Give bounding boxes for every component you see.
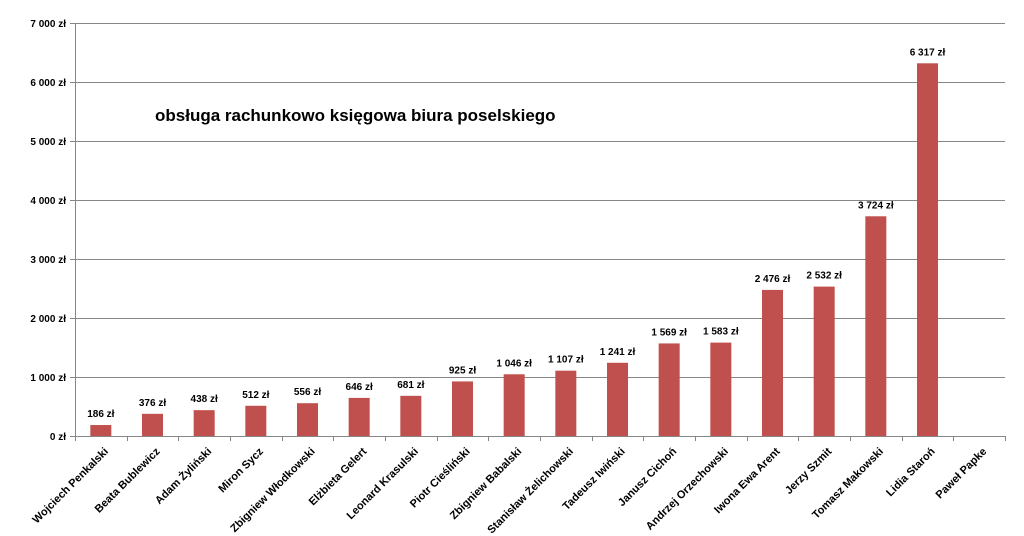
bars bbox=[90, 63, 938, 437]
data-label: 556 zł bbox=[294, 387, 321, 398]
y-tick-label: 4 000 zł bbox=[30, 196, 66, 207]
bar bbox=[865, 216, 887, 436]
bar bbox=[452, 381, 473, 436]
bar bbox=[245, 405, 267, 436]
bar bbox=[658, 343, 680, 436]
bar bbox=[503, 374, 525, 436]
bar bbox=[193, 410, 215, 436]
bar bbox=[348, 397, 370, 436]
data-label: 438 zł bbox=[191, 394, 218, 405]
data-label: 1 241 zł bbox=[600, 347, 636, 358]
data-label: 1 107 zł bbox=[548, 355, 584, 366]
y-tick-label: 0 zł bbox=[50, 432, 66, 443]
x-category-label: Zbigniew Włodkowski bbox=[228, 446, 317, 535]
bar bbox=[400, 395, 422, 436]
gridlines bbox=[75, 23, 1005, 378]
x-category-label: Lidia Staroń bbox=[884, 445, 938, 499]
bar bbox=[607, 362, 628, 436]
data-label: 1 569 zł bbox=[651, 327, 687, 338]
y-tick-label: 5 000 zł bbox=[30, 137, 66, 148]
y-tick-label: 6 000 zł bbox=[30, 78, 66, 89]
data-label: 1 046 zł bbox=[496, 358, 532, 369]
bar bbox=[917, 63, 938, 437]
data-label: 2 476 zł bbox=[755, 274, 791, 285]
y-tick-label: 7 000 zł bbox=[30, 19, 66, 30]
data-label: 1 583 zł bbox=[703, 327, 739, 338]
x-category-label: Miron Sycz bbox=[216, 445, 266, 495]
bar bbox=[142, 413, 163, 436]
bar bbox=[710, 342, 732, 436]
bar bbox=[297, 403, 318, 436]
axes bbox=[70, 23, 1006, 441]
y-tick-label: 3 000 zł bbox=[30, 255, 66, 266]
x-category-label: Jerzy Szmit bbox=[783, 445, 835, 497]
data-label: 3 724 zł bbox=[858, 200, 894, 211]
x-category-label: Paweł Papke bbox=[934, 446, 990, 502]
chart-title: obsługa rachunkowo księgowa biura posels… bbox=[155, 106, 556, 125]
x-category-label: Stanisław Żelichowski bbox=[485, 445, 576, 536]
data-label: 6 317 zł bbox=[910, 47, 946, 58]
data-labels: 186 zł 376 zł 438 zł 512 zł 556 zł 646 zł 681 … bbox=[87, 47, 945, 420]
bar bbox=[762, 289, 783, 436]
data-label: 646 zł bbox=[346, 382, 373, 393]
data-label: 681 zł bbox=[397, 380, 424, 391]
bar bbox=[90, 425, 112, 436]
data-label: 186 zł bbox=[87, 409, 114, 420]
y-tick-label: 1 000 zł bbox=[30, 373, 66, 384]
y-axis-tick-labels: 0 zł 1 000 zł 2 000 zł 3 000 zł 4 000 zł 5 00… bbox=[30, 19, 66, 443]
bar bbox=[813, 286, 835, 436]
data-label: 376 zł bbox=[139, 398, 166, 409]
data-label: 2 532 zł bbox=[806, 271, 842, 282]
data-label: 925 zł bbox=[449, 365, 476, 376]
bar bbox=[555, 370, 577, 436]
y-tick-label: 2 000 zł bbox=[30, 314, 66, 325]
data-label: 512 zł bbox=[242, 390, 269, 401]
